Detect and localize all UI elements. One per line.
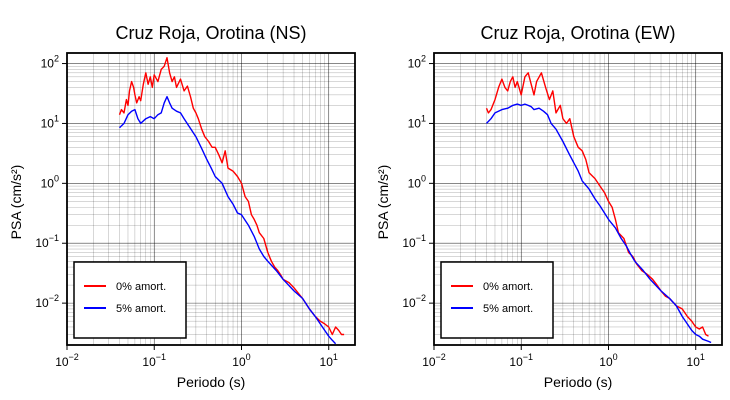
- x-tick-label: 100: [599, 352, 617, 369]
- y-tick-label: 10−1: [35, 233, 59, 250]
- plot-frame: [433, 52, 723, 346]
- legend-label: 5% amort.: [483, 303, 533, 315]
- x-tick-label: 101: [687, 352, 705, 369]
- x-tick-label: 10−2: [422, 352, 446, 369]
- y-tick-label: 100: [41, 173, 59, 190]
- legend-box: [440, 261, 554, 339]
- x-tick-label: 100: [232, 352, 250, 369]
- y-tick-label: 101: [408, 113, 426, 130]
- y-tick-label: 101: [41, 113, 59, 130]
- x-axis-label: Periodo (s): [544, 374, 612, 390]
- y-tick-label: 10−1: [402, 233, 426, 250]
- chart-title: Cruz Roja, Orotina (NS): [115, 23, 306, 43]
- x-axis-label: Periodo (s): [177, 374, 245, 390]
- y-axis-label-text: PSA (cm/s²): [8, 165, 24, 240]
- x-tick-label: 10−1: [509, 352, 533, 369]
- y-tick-label: 10−2: [35, 293, 59, 310]
- y-axis-label: PSA (cm/s²): [8, 165, 24, 240]
- chart-panel-ns: Cruz Roja, Orotina (NS) Periodo (s) PSA …: [8, 23, 356, 390]
- legend: 0% amort. 5% amort.: [73, 261, 187, 339]
- y-tick-label: 100: [408, 173, 426, 190]
- x-tick-label: 10−2: [55, 352, 79, 369]
- chart-panel-ew: Cruz Roja, Orotina (EW) Periodo (s) PSA …: [375, 23, 723, 390]
- series-line-undamped: [118, 57, 345, 336]
- x-tick-label: 10−1: [142, 352, 166, 369]
- legend-label: 0% amort.: [116, 281, 166, 293]
- legend-label: 5% amort.: [116, 303, 166, 315]
- chart-title: Cruz Roja, Orotina (EW): [480, 23, 675, 43]
- y-tick-label: 102: [408, 54, 426, 71]
- x-tick-label: 101: [320, 352, 338, 369]
- y-tick-label: 10−2: [402, 293, 426, 310]
- legend-box: [73, 261, 187, 339]
- y-tick-label: 102: [41, 54, 59, 71]
- plot-frame: [66, 52, 356, 346]
- series-line-undamped: [485, 72, 709, 337]
- y-axis-label: PSA (cm/s²): [375, 165, 391, 240]
- legend: 0% amort. 5% amort.: [440, 261, 554, 339]
- series-line-damped: [119, 96, 337, 345]
- legend-label: 0% amort.: [483, 281, 533, 293]
- series-line-damped: [485, 103, 712, 344]
- y-axis-label-text: PSA (cm/s²): [375, 165, 391, 240]
